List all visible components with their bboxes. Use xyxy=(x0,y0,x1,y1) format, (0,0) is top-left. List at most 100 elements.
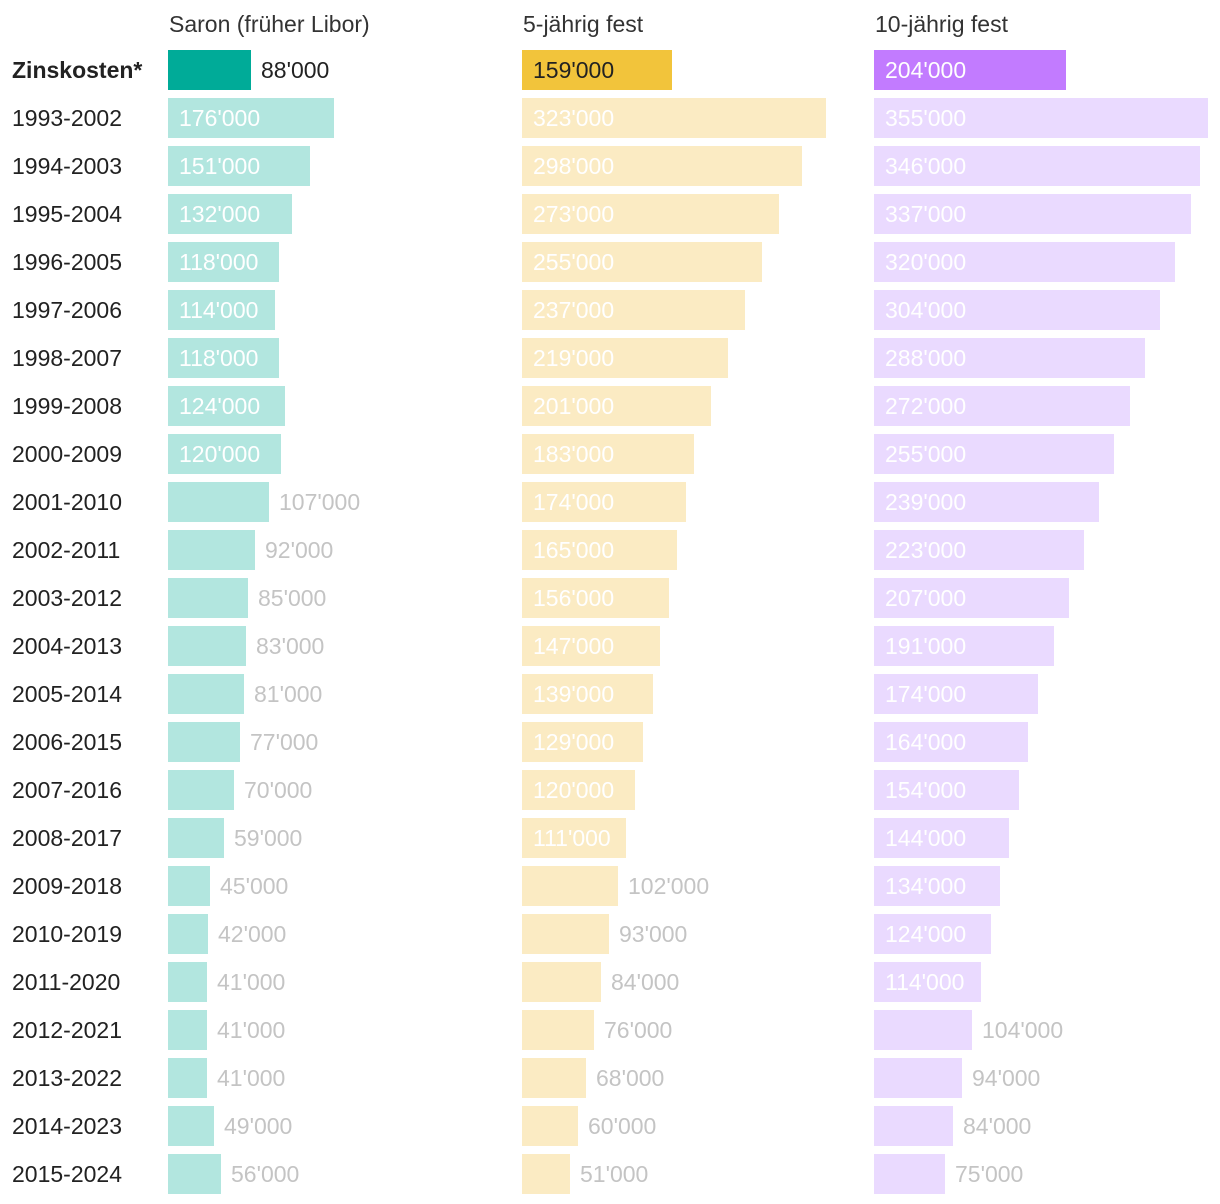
bar xyxy=(168,434,281,474)
bar xyxy=(522,242,762,282)
period-label: 1998-2007 xyxy=(12,345,122,371)
data-label: 219'000 xyxy=(533,345,615,371)
data-label: 94'000 xyxy=(972,1065,1041,1091)
bar xyxy=(522,482,686,522)
data-label: 272'000 xyxy=(885,393,967,419)
bar xyxy=(874,98,1208,138)
data-label: 102'000 xyxy=(628,873,710,899)
bar xyxy=(522,626,660,666)
data-label: 41'000 xyxy=(217,1065,286,1091)
bar xyxy=(874,1106,953,1146)
bar xyxy=(522,434,694,474)
bar xyxy=(874,434,1114,474)
bar xyxy=(522,1106,578,1146)
data-label: 84'000 xyxy=(963,1113,1032,1139)
bar xyxy=(168,242,279,282)
data-label: 124'000 xyxy=(885,921,967,947)
period-label: 1997-2006 xyxy=(12,297,122,323)
data-label: 223'000 xyxy=(885,537,967,563)
bar xyxy=(874,1058,962,1098)
bar xyxy=(522,1058,586,1098)
data-label: 118'000 xyxy=(179,249,259,275)
period-label: 2001-2010 xyxy=(12,489,122,515)
bar xyxy=(168,1106,214,1146)
period-label: 2011-2020 xyxy=(12,969,121,995)
data-label: 191'000 xyxy=(885,633,967,659)
bar xyxy=(874,722,1028,762)
bar xyxy=(168,50,251,90)
bar xyxy=(168,626,246,666)
bar xyxy=(168,338,279,378)
data-label: 304'000 xyxy=(885,297,967,323)
bar xyxy=(522,914,609,954)
data-label: 75'000 xyxy=(955,1161,1024,1187)
bar xyxy=(168,770,234,810)
bar xyxy=(168,1058,207,1098)
period-label: 2003-2012 xyxy=(12,585,122,611)
highlight-row-label: Zinskosten* xyxy=(12,57,143,83)
data-label: 323'000 xyxy=(533,105,615,131)
bar xyxy=(168,818,224,858)
data-label: 134'000 xyxy=(885,873,967,899)
data-label: 151'000 xyxy=(179,153,261,179)
data-label: 41'000 xyxy=(217,969,286,995)
period-label: 2012-2021 xyxy=(12,1017,122,1043)
bar xyxy=(168,914,208,954)
data-label: 84'000 xyxy=(611,969,680,995)
data-label: 51'000 xyxy=(580,1161,649,1187)
data-label: 183'000 xyxy=(533,441,615,467)
data-label: 346'000 xyxy=(885,153,967,179)
bar xyxy=(874,770,1019,810)
bar xyxy=(874,866,1000,906)
period-label: 2010-2019 xyxy=(12,921,122,947)
period-label: 2015-2024 xyxy=(12,1161,122,1187)
period-label: 2013-2022 xyxy=(12,1065,122,1091)
data-label: 355'000 xyxy=(885,105,967,131)
data-label: 204'000 xyxy=(885,57,967,83)
period-label: 2008-2017 xyxy=(12,825,122,851)
data-label: 120'000 xyxy=(179,441,261,467)
bar xyxy=(522,194,779,234)
bar xyxy=(168,722,240,762)
bar xyxy=(168,98,334,138)
bar xyxy=(168,1154,221,1194)
data-label: 174'000 xyxy=(533,489,615,515)
bar xyxy=(874,290,1160,330)
data-label: 207'000 xyxy=(885,585,967,611)
data-label: 239'000 xyxy=(885,489,967,515)
bar xyxy=(522,722,643,762)
column-title: 5-jährig fest xyxy=(523,11,644,37)
data-label: 83'000 xyxy=(256,633,325,659)
bar xyxy=(522,1154,570,1194)
bar xyxy=(168,194,292,234)
data-label: 93'000 xyxy=(619,921,688,947)
data-label: 92'000 xyxy=(265,537,334,563)
data-label: 132'000 xyxy=(179,201,261,227)
data-label: 118'000 xyxy=(179,345,259,371)
data-label: 88'000 xyxy=(261,57,330,83)
data-label: 111'000 xyxy=(533,825,611,851)
data-label: 144'000 xyxy=(885,825,967,851)
bar xyxy=(522,818,626,858)
period-label: 1996-2005 xyxy=(12,249,122,275)
data-label: 81'000 xyxy=(254,681,323,707)
bar xyxy=(522,770,635,810)
period-label: 1993-2002 xyxy=(12,105,122,131)
data-label: 42'000 xyxy=(218,921,287,947)
period-label: 2002-2011 xyxy=(12,537,121,563)
data-label: 159'000 xyxy=(533,57,615,83)
data-label: 41'000 xyxy=(217,1017,286,1043)
bar xyxy=(522,386,711,426)
data-label: 337'000 xyxy=(885,201,967,227)
data-label: 201'000 xyxy=(533,393,615,419)
bar xyxy=(522,338,728,378)
bar xyxy=(168,482,269,522)
bar xyxy=(874,674,1038,714)
bar xyxy=(874,914,991,954)
data-label: 104'000 xyxy=(982,1017,1064,1043)
data-label: 120'000 xyxy=(533,777,615,803)
column-title: Saron (früher Libor) xyxy=(169,11,370,37)
bar xyxy=(522,674,653,714)
data-label: 68'000 xyxy=(596,1065,665,1091)
bar xyxy=(874,530,1084,570)
